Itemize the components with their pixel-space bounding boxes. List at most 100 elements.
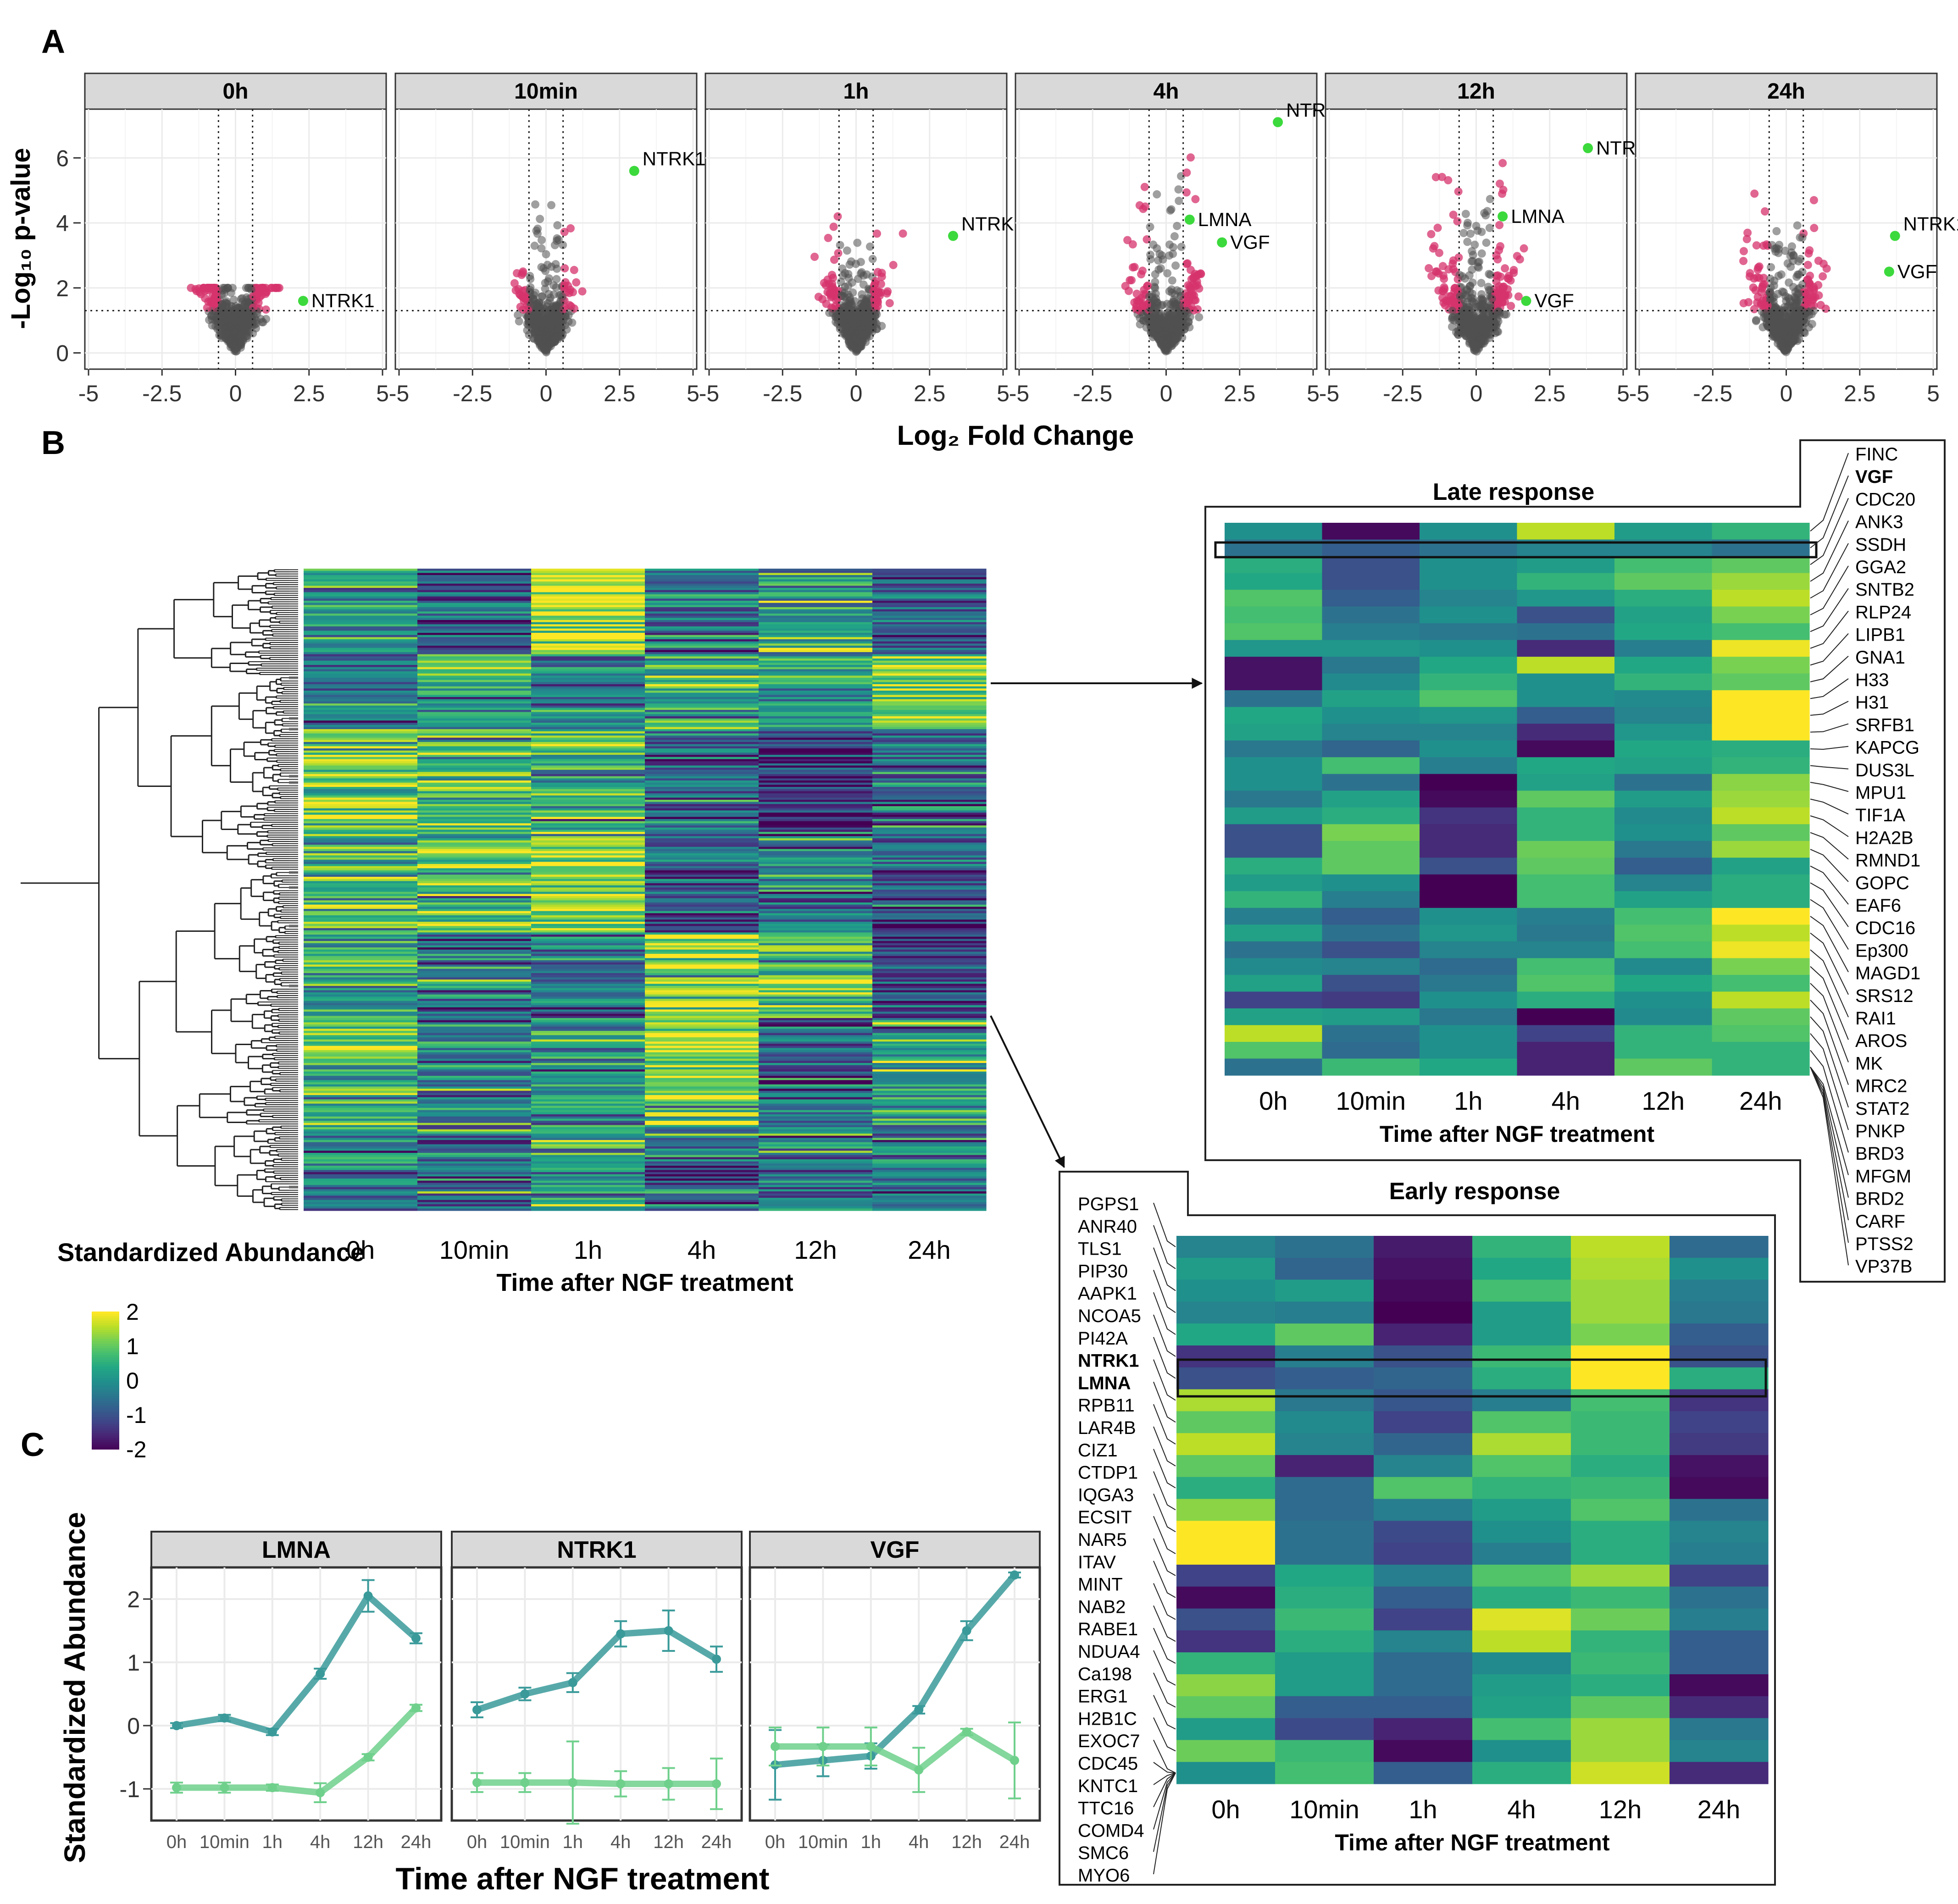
heatmap-cell: [417, 769, 532, 772]
heatmap-cell: [759, 1140, 873, 1143]
heatmap-cell: [759, 836, 873, 839]
x-tick-label: -2.5: [142, 381, 182, 406]
heatmap-cell: [417, 1052, 532, 1055]
heatmap-cell: [759, 924, 873, 926]
heatmap-cell: [304, 797, 418, 800]
significant-point: [1184, 281, 1193, 290]
heatmap-cell: [759, 575, 873, 578]
heatmap-cell: [759, 913, 873, 916]
heatmap-cell: [759, 626, 873, 629]
heatmap-cell: [645, 1110, 759, 1113]
heatmap-cell: [531, 1101, 645, 1104]
heatmap-cell: [759, 932, 873, 935]
heatmap-cell: [645, 984, 759, 986]
heatmap-cell: [304, 1039, 418, 1042]
heatmap-cell: [759, 780, 873, 783]
significant-point: [570, 304, 579, 313]
nonsignificant-point: [553, 234, 561, 243]
heatmap-cell: [759, 594, 873, 597]
heatmap-cell: [872, 654, 987, 657]
heatmap-cell: [759, 1148, 873, 1151]
heatmap-cell: [304, 800, 418, 803]
heatmap-cell: [531, 851, 645, 854]
heatmap-cell: [531, 1151, 645, 1153]
heatmap-cell: [759, 684, 873, 687]
volcano-facet-24h: 24hNTRK1VGF-5-2.502.55: [1629, 72, 1958, 406]
heatmap-cell: [645, 834, 759, 836]
heatmap-cell: [759, 697, 873, 700]
heatmap-cell: [531, 1009, 645, 1012]
heatmap-cell: [872, 714, 987, 717]
heatmap-cell: [872, 956, 987, 958]
heatmap-cell: [531, 740, 645, 742]
heatmap-cell: [417, 736, 532, 738]
highlight-label: NTRK1: [643, 148, 706, 170]
significant-point: [1822, 264, 1831, 273]
heatmap-cell: [759, 911, 873, 913]
heatmap-cell: [417, 1108, 532, 1111]
heatmap-cell: [417, 609, 532, 612]
heatmap-cell: [417, 1080, 532, 1083]
heatmap-cell: [759, 930, 873, 933]
significant-point: [1438, 262, 1447, 271]
heatmap-cell: [304, 810, 418, 813]
heatmap-cell: [872, 907, 987, 909]
heatmap-cell: [645, 808, 759, 811]
heatmap-cell: [304, 691, 418, 693]
heatmap-cell: [759, 1048, 873, 1051]
heatmap-cell: [417, 692, 532, 695]
heatmap-cell: [304, 988, 418, 991]
heatmap-cell: [417, 855, 532, 858]
heatmap-cell: [759, 935, 873, 937]
heatmap-cell: [872, 669, 987, 672]
nonsignificant-point: [558, 292, 566, 301]
heatmap-cell: [417, 605, 532, 608]
heatmap-cell: [531, 868, 645, 871]
heatmap-cell: [872, 885, 987, 888]
heatmap-cell: [872, 947, 987, 950]
heatmap-cell: [645, 596, 759, 599]
highlight-label: LMNA: [1198, 209, 1252, 230]
heatmap-cell: [417, 804, 532, 807]
heatmap-cell: [872, 904, 987, 907]
heatmap-cell: [645, 1121, 759, 1124]
heatmap-cell: [872, 646, 987, 648]
nonsignificant-point: [865, 242, 874, 251]
heatmap-cell: [531, 994, 645, 997]
heatmap-cell: [645, 1116, 759, 1119]
heatmap-cell: [759, 1090, 873, 1093]
heatmap-cell: [645, 964, 759, 967]
heatmap-cell: [531, 845, 645, 847]
heatmap-cell: [759, 1065, 873, 1068]
heatmap-cell: [417, 981, 532, 984]
heatmap-cell: [872, 967, 987, 969]
nonsignificant-point: [836, 241, 844, 249]
heatmap-cell: [417, 1050, 532, 1053]
nonsignificant-point: [1151, 270, 1159, 279]
heatmap-cell: [304, 926, 418, 929]
heatmap-cell: [304, 922, 418, 924]
heatmap-cell: [759, 1057, 873, 1059]
heatmap-cell: [417, 611, 532, 614]
heatmap-cell: [872, 569, 987, 571]
nonsignificant-point: [1471, 337, 1480, 346]
heatmap-cell: [872, 701, 987, 704]
significant-point: [560, 227, 569, 236]
heatmap-cell: [759, 688, 873, 691]
heatmap-cell: [645, 900, 759, 903]
significant-point: [1810, 224, 1819, 232]
heatmap-cell: [872, 1086, 987, 1089]
heatmap-cell: [417, 639, 532, 642]
heatmap-cell: [531, 586, 645, 588]
heatmap-cell: [872, 1058, 987, 1061]
heatmap-cell: [304, 862, 418, 864]
heatmap-cell: [645, 791, 759, 794]
heatmap-cell: [645, 740, 759, 742]
heatmap-cell: [531, 1099, 645, 1102]
heatmap-cell: [304, 1012, 418, 1014]
nonsignificant-point: [551, 303, 560, 311]
significant-point: [1435, 249, 1443, 257]
heatmap-cell: [304, 859, 418, 862]
heatmap-cell: [645, 1146, 759, 1149]
heatmap-cell: [759, 853, 873, 856]
